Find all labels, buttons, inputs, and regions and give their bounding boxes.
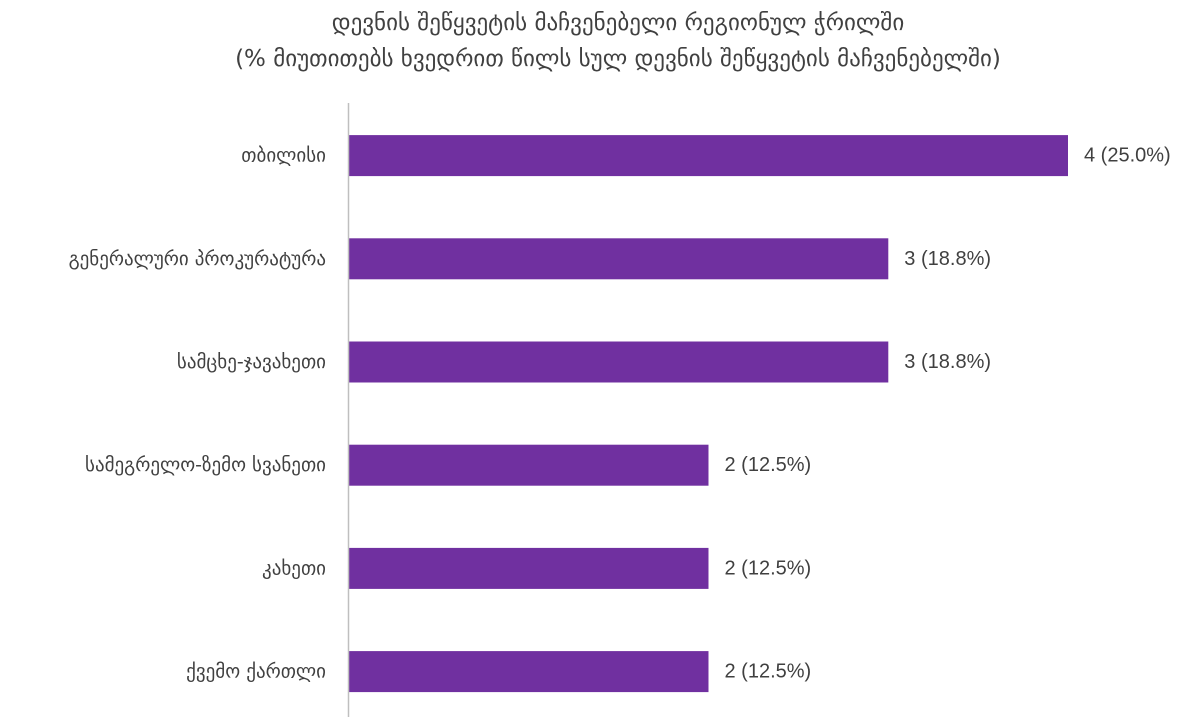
bar-6	[349, 651, 709, 693]
bar-5	[349, 547, 709, 589]
data-labels: 4 (25.0%) 3 (18.8%) 3 (18.8%) 2 (12.5%) 2 (1…	[725, 145, 1171, 683]
bar-2	[349, 238, 889, 280]
category-label-5: კახეთი	[262, 557, 326, 579]
data-label-5: 2 (12.5%)	[725, 557, 812, 579]
bar-1	[349, 135, 1068, 177]
category-label-2: გენერალური პროკურატურა	[69, 248, 326, 270]
category-label-6: ქვემო ქართლი	[186, 661, 326, 683]
chart-subtitle: (% მიუთითებს ხვედრით წილს სულ დევნის შეწ…	[235, 46, 1001, 72]
bar-4	[349, 444, 709, 486]
data-label-6: 2 (12.5%)	[725, 661, 812, 683]
chart-title: დევნის შეწყვეტის მაჩვენებელი რეგიონულ ჭრ…	[332, 10, 904, 36]
bar-3	[349, 341, 889, 383]
data-label-3: 3 (18.8%)	[904, 351, 991, 373]
category-axis-labels: თბილისი გენერალური პროკურატურა სამცხე-ჯავა…	[69, 145, 326, 683]
data-label-4: 2 (12.5%)	[725, 454, 812, 476]
category-label-4: სამეგრელო-ზემო სვანეთი	[85, 454, 326, 476]
data-label-2: 3 (18.8%)	[904, 248, 991, 270]
bar-series	[349, 135, 1068, 693]
data-label-1: 4 (25.0%)	[1084, 145, 1171, 167]
category-label-3: სამცხე-ჯავახეთი	[177, 351, 326, 373]
category-label-1: თბილისი	[241, 145, 326, 167]
